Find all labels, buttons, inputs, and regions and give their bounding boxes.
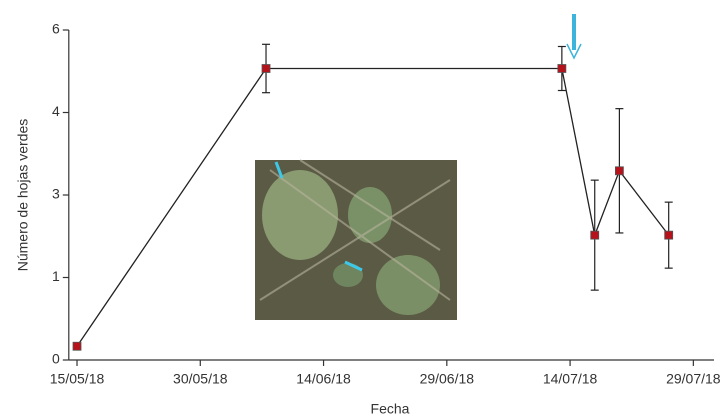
y-tick-label: 0 (52, 351, 60, 367)
x-tick-label: 29/07/18 (666, 371, 721, 387)
point (590, 230, 600, 240)
point (614, 166, 624, 176)
point (557, 64, 567, 73)
x-tick-label: 29/06/18 (420, 371, 475, 387)
y-tick-label: 1 (52, 268, 60, 284)
series-line (76, 67, 670, 347)
y-axis-label: Número de hojas verdes (15, 119, 31, 272)
inset-photo (255, 159, 457, 320)
x-tick-label: 14/07/18 (543, 371, 598, 387)
x-tick-label: 15/05/18 (50, 371, 105, 387)
y-tick-label: 6 (52, 21, 60, 37)
y-tick-label: 3 (52, 186, 60, 202)
y-tick-label: 4 (52, 103, 60, 119)
annotation-arrow (566, 14, 582, 60)
point (664, 230, 674, 240)
x-tick-label: 30/05/18 (173, 371, 228, 387)
x-tick-label: 14/06/18 (296, 371, 351, 387)
point (261, 64, 271, 73)
x-axis-label: Fecha (371, 401, 410, 417)
point (72, 341, 82, 351)
